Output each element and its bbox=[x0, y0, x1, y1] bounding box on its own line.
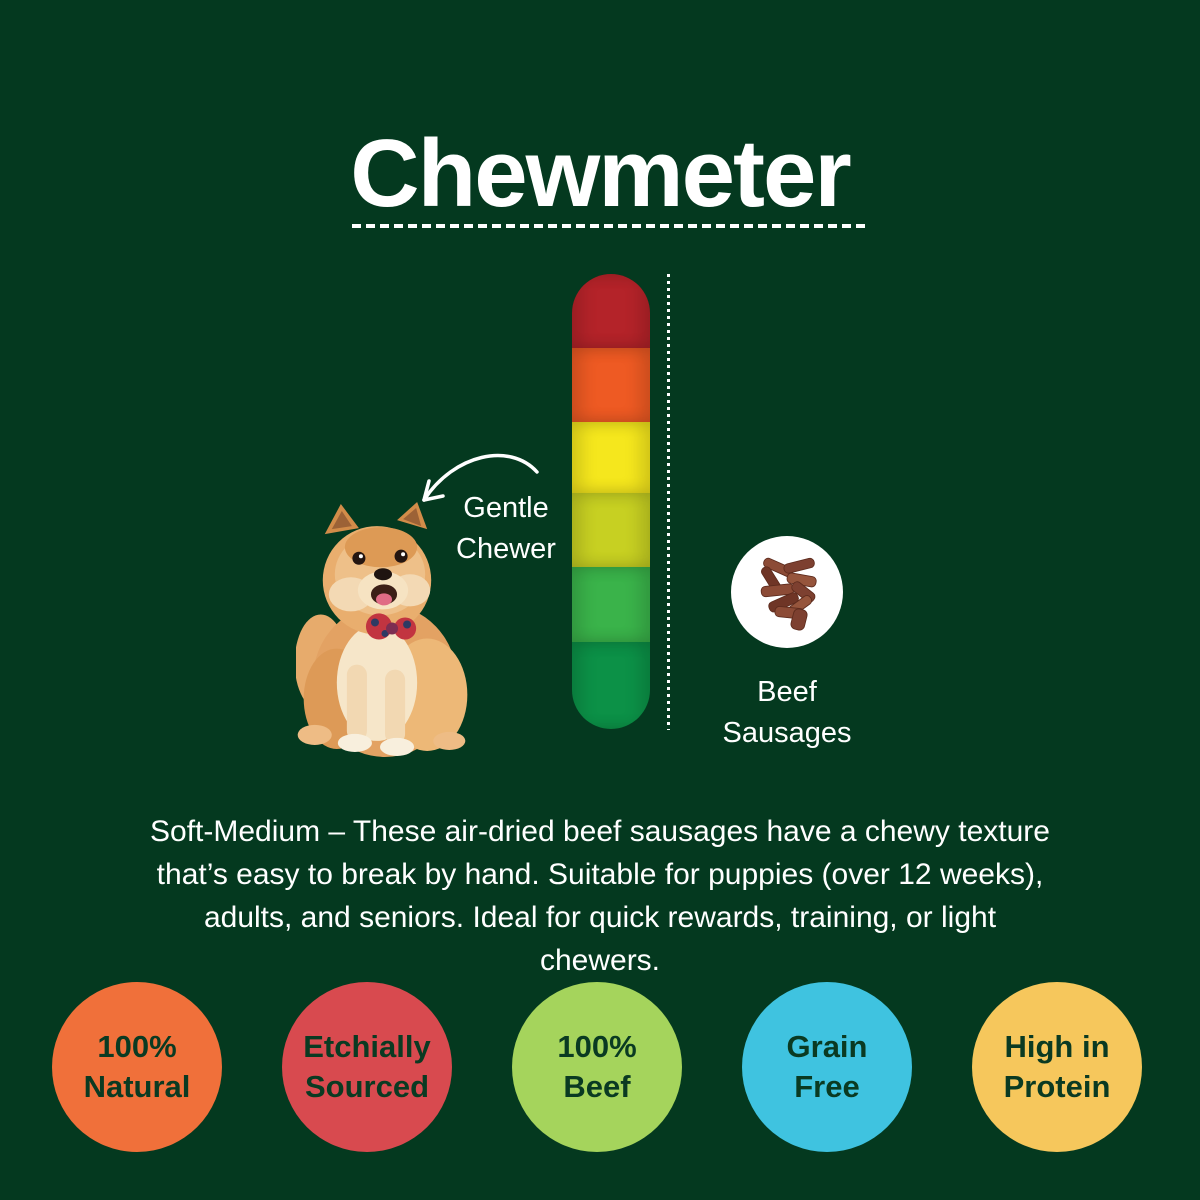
badge-beef-line2: Beef bbox=[563, 1069, 631, 1104]
curved-arrow-icon bbox=[422, 453, 539, 502]
page-title: Chewmeter bbox=[350, 120, 852, 227]
badge-beef: 100% Beef bbox=[512, 982, 682, 1152]
badge-high-protein: High in Protein bbox=[972, 982, 1142, 1152]
meter-band-green bbox=[572, 567, 650, 642]
meter-dotted-axis bbox=[667, 274, 670, 730]
meter-band-yellow bbox=[572, 422, 650, 493]
title-dashed-underline bbox=[352, 224, 868, 228]
description-text: Soft-Medium – These air-dried beef sausa… bbox=[60, 810, 1140, 982]
badge-natural: 100% Natural bbox=[52, 982, 222, 1152]
chew-meter bbox=[572, 274, 650, 729]
badge-high-protein-line1: High in bbox=[1004, 1029, 1110, 1064]
badge-grain-free: Grain Free bbox=[742, 982, 912, 1152]
badge-natural-line1: 100% bbox=[97, 1029, 177, 1064]
chew-level-line1: Gentle bbox=[463, 492, 549, 524]
badge-ethically-sourced-line1: Etchially bbox=[303, 1029, 431, 1064]
beef-sausages-image bbox=[760, 557, 817, 631]
badge-ethically-sourced: Etchially Sourced bbox=[282, 982, 452, 1152]
feature-badges-row: 100% Natural Etchially Sourced 100% Beef… bbox=[52, 982, 1142, 1152]
description-line-2: that’s easy to break by hand. Suitable f… bbox=[156, 858, 1044, 891]
badge-high-protein-line2: Protein bbox=[1003, 1069, 1111, 1104]
chew-level-line2: Chewer bbox=[456, 533, 556, 565]
badge-natural-line2: Natural bbox=[83, 1069, 191, 1104]
badge-grain-free-line1: Grain bbox=[786, 1029, 868, 1064]
badge-beef-line1: 100% bbox=[557, 1029, 637, 1064]
badge-grain-free-line2: Free bbox=[794, 1069, 860, 1104]
description-line-4: chewers. bbox=[539, 944, 661, 977]
badge-ethically-sourced-line2: Sourced bbox=[304, 1069, 430, 1104]
pomeranian-dog-photo bbox=[296, 502, 468, 757]
meter-band-yellow-green bbox=[572, 493, 650, 567]
meter-band-dark-green bbox=[572, 642, 650, 729]
product-image-circle bbox=[731, 536, 843, 648]
description-line-1: Soft-Medium – These air-dried beef sausa… bbox=[150, 815, 1050, 848]
product-name-line1: Beef bbox=[757, 676, 817, 708]
product-name-label: Beef Sausages bbox=[707, 672, 867, 754]
chew-level-label: Gentle Chewer bbox=[420, 488, 592, 570]
description-line-3: adults, and seniors. Ideal for quick rew… bbox=[203, 901, 997, 934]
product-name-line2: Sausages bbox=[722, 717, 852, 749]
meter-band-orange bbox=[572, 348, 650, 422]
meter-band-red bbox=[572, 274, 650, 348]
